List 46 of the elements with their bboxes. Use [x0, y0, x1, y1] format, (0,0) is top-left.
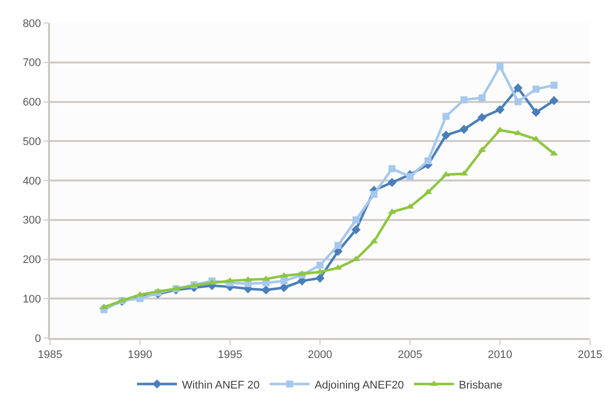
point [495, 105, 505, 114]
point [352, 216, 360, 224]
point [406, 173, 414, 180]
point [280, 277, 288, 284]
legend-label: Adjoining ANEF20 [314, 379, 404, 392]
x-tick-label: 2015 [578, 348, 602, 361]
y-tick-label: 200 [22, 254, 42, 266]
y-tick-label: 400 [22, 175, 42, 188]
x-tick-label: 1995 [218, 348, 242, 361]
point [513, 83, 523, 93]
point [459, 124, 469, 134]
point [370, 190, 378, 198]
x-tick-label: 2010 [488, 348, 512, 361]
point [478, 94, 486, 102]
point [532, 86, 540, 93]
point [442, 112, 450, 120]
point [460, 96, 468, 104]
x-tick-label: 2000 [308, 348, 332, 361]
x-tick-label: 1985 [38, 348, 62, 361]
point [315, 274, 325, 283]
point [477, 112, 487, 122]
y-tick-label: 600 [22, 96, 42, 109]
x-tick-label: 2005 [398, 348, 422, 361]
point [279, 283, 289, 292]
y-tick-label: 0 [34, 332, 42, 345]
point [334, 242, 342, 249]
legend-label: Brisbane [458, 379, 502, 392]
point [316, 262, 324, 269]
point [514, 98, 522, 106]
point [550, 82, 558, 89]
y-tick-label: 300 [22, 214, 42, 227]
y-tick-label: 800 [22, 18, 42, 30]
point [424, 157, 432, 164]
point [387, 178, 397, 188]
legend-label: Within ANEF 20 [182, 379, 260, 392]
point [531, 108, 541, 117]
point [496, 62, 504, 70]
y-tick-label: 100 [22, 293, 42, 306]
point [549, 96, 559, 106]
point [441, 130, 451, 140]
x-tick-label: 1990 [128, 348, 152, 361]
y-tick-label: 500 [22, 136, 42, 148]
y-tick-label: 700 [22, 57, 42, 70]
point [261, 285, 271, 295]
point [351, 225, 361, 234]
point [388, 165, 396, 172]
